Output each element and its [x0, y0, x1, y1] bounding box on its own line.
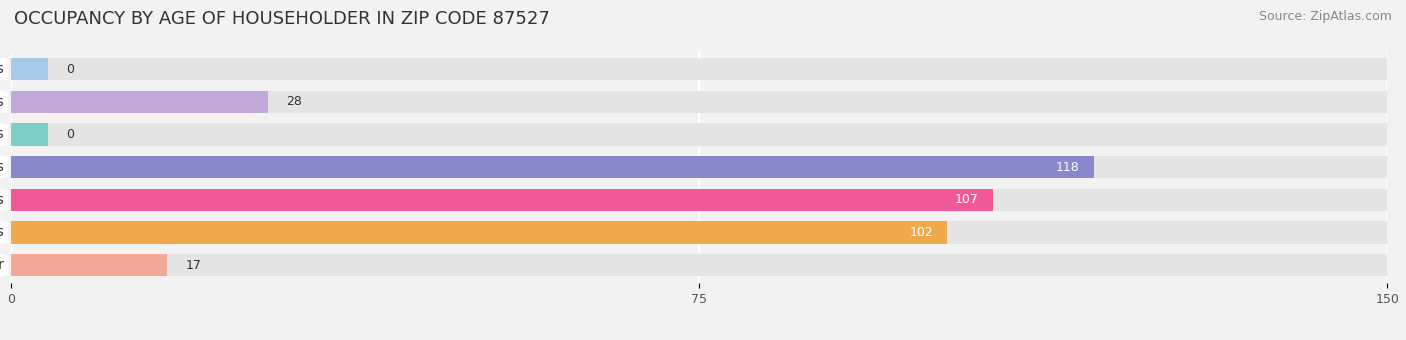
Text: 35 to 44 Years: 35 to 44 Years — [0, 95, 4, 109]
Text: 28: 28 — [287, 95, 302, 108]
Text: 85 Years and Over: 85 Years and Over — [0, 258, 4, 272]
Bar — [11, 123, 1388, 146]
Bar — [11, 156, 1094, 178]
Text: 0: 0 — [66, 63, 75, 75]
Text: Under 35 Years: Under 35 Years — [0, 62, 4, 76]
Bar — [11, 221, 1388, 243]
Text: 45 to 54 Years: 45 to 54 Years — [0, 128, 4, 141]
Text: 107: 107 — [955, 193, 979, 206]
Bar — [11, 221, 946, 243]
Text: 65 to 74 Years: 65 to 74 Years — [0, 193, 4, 207]
Bar — [11, 123, 48, 146]
Text: 17: 17 — [186, 259, 201, 272]
Text: OCCUPANCY BY AGE OF HOUSEHOLDER IN ZIP CODE 87527: OCCUPANCY BY AGE OF HOUSEHOLDER IN ZIP C… — [14, 10, 550, 28]
Text: 55 to 64 Years: 55 to 64 Years — [0, 160, 4, 174]
Text: 118: 118 — [1056, 160, 1080, 174]
Bar — [11, 58, 48, 80]
Bar — [11, 58, 1388, 80]
Bar — [11, 189, 1388, 211]
Text: 102: 102 — [910, 226, 934, 239]
Text: 0: 0 — [66, 128, 75, 141]
Bar — [11, 254, 167, 276]
Bar — [11, 156, 1388, 178]
Bar — [11, 254, 1388, 276]
Bar — [11, 91, 1388, 113]
Bar — [11, 91, 267, 113]
Text: Source: ZipAtlas.com: Source: ZipAtlas.com — [1258, 10, 1392, 23]
Text: 75 to 84 Years: 75 to 84 Years — [0, 225, 4, 239]
Bar — [11, 189, 993, 211]
